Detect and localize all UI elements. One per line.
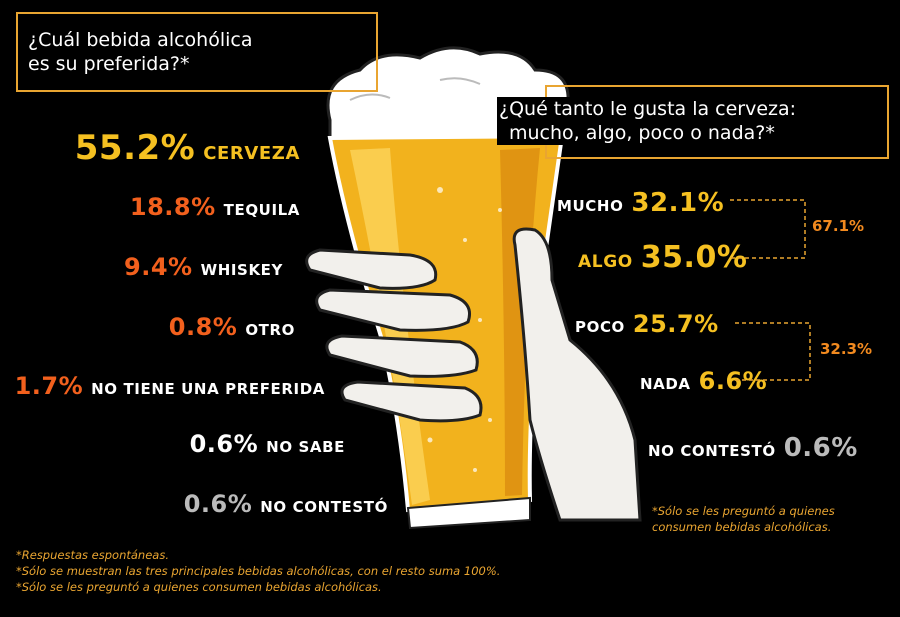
drink-row: 18.8% TEQUILA	[130, 193, 300, 221]
drink-percent: 18.8%	[129, 193, 216, 221]
question-1-line-2: es su preferida?*	[28, 53, 190, 75]
bottom-note-2: *Sólo se muestran las tres principales b…	[16, 564, 501, 578]
drink-label: CERVEZA	[203, 143, 300, 164]
liking-label: MUCHO	[557, 197, 624, 215]
question-2-line-1: ¿Qué tanto le gusta la cerveza:	[499, 98, 797, 120]
bottom-note-1: *Respuestas espontáneas.	[16, 548, 169, 562]
liking-label: NADA	[640, 375, 691, 393]
drink-percent: 9.4%	[124, 253, 193, 281]
question-1-line-1: ¿Cuál bebida alcohólica	[28, 29, 253, 51]
question-1-box: ¿Cuál bebida alcohólica es su preferida?…	[16, 12, 378, 92]
drink-label: NO SABE	[266, 438, 345, 456]
liking-row: ALGO 35.0%	[578, 240, 747, 275]
liking-percent: 6.6%	[698, 367, 768, 395]
drink-row: 0.6% NO CONTESTÓ	[184, 490, 388, 518]
question-2-box: ¿Qué tanto le gusta la cerveza: mucho, a…	[497, 85, 889, 159]
drink-percent: 0.8%	[168, 313, 238, 341]
drink-percent: 0.6%	[183, 490, 253, 518]
drink-row: 1.7% NO TIENE UNA PREFERIDA	[15, 372, 325, 400]
liking-row: POCO 25.7%	[575, 310, 719, 338]
liking-label: POCO	[575, 318, 625, 336]
liking-percent: 25.7%	[632, 310, 719, 338]
drink-row: 0.8% OTRO	[169, 313, 295, 341]
liking-row: NADA 6.6%	[640, 367, 767, 395]
liking-percent: 35.0%	[640, 240, 748, 275]
liking-row: NO CONTESTÓ 0.6%	[648, 433, 858, 463]
drink-label: TEQUILA	[223, 201, 300, 219]
question-2-line-2: mucho, algo, poco o nada?*	[509, 122, 775, 144]
group-total: 67.1%	[812, 217, 865, 235]
group-total: 32.3%	[820, 340, 873, 358]
drink-label: OTRO	[245, 321, 295, 339]
bottom-notes: *Respuestas espontáneas. *Sólo se muestr…	[16, 547, 500, 595]
drink-percent: 55.2%	[74, 128, 196, 168]
liking-label: NO CONTESTÓ	[648, 442, 776, 460]
drink-label: NO TIENE UNA PREFERIDA	[91, 380, 325, 398]
drink-row: 55.2% CERVEZA	[75, 128, 300, 168]
beer-glass-illustration	[305, 46, 642, 530]
drink-row: 9.4% WHISKEY	[124, 253, 283, 281]
drink-percent: 0.6%	[189, 430, 259, 458]
liking-row: MUCHO 32.1%	[557, 188, 724, 218]
right-note: *Sólo se les preguntó a quienes consumen…	[652, 503, 835, 535]
bottom-note-3: *Sólo se les preguntó a quienes consumen…	[16, 580, 382, 594]
drink-row: 0.6% NO SABE	[190, 430, 345, 458]
liking-percent: 0.6%	[783, 433, 858, 463]
drink-label: WHISKEY	[200, 261, 283, 279]
liking-percent: 32.1%	[631, 188, 725, 218]
drink-percent: 1.7%	[14, 372, 84, 400]
liking-label: ALGO	[578, 252, 633, 272]
right-note-line-2: consumen bebidas alcohólicas.	[652, 520, 832, 534]
right-note-line-1: *Sólo se les preguntó a quienes	[652, 504, 835, 518]
drink-label: NO CONTESTÓ	[260, 498, 388, 516]
